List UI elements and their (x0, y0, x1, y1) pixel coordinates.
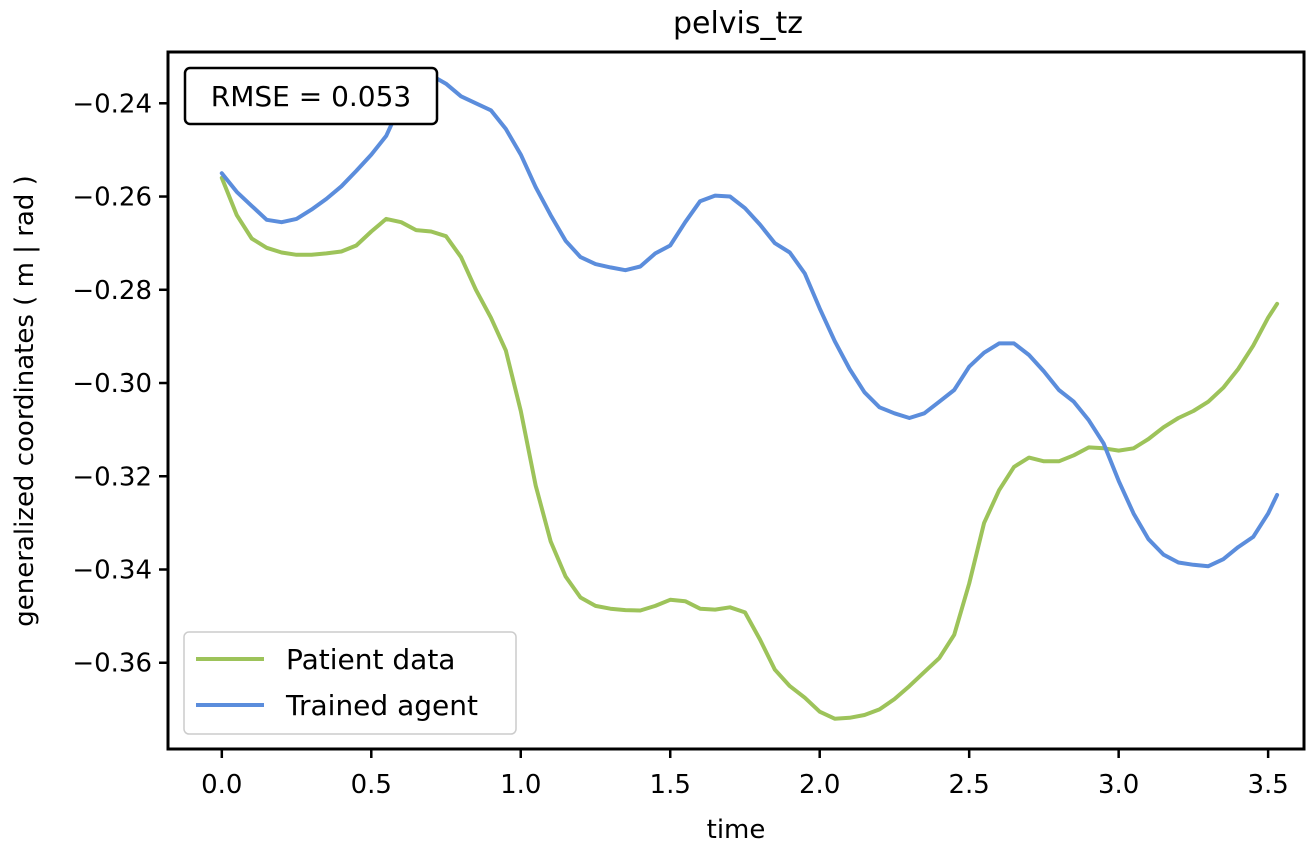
x-tick-label: 3.0 (1098, 770, 1139, 800)
legend-frame (183, 631, 517, 735)
x-tick-label: 1.5 (650, 770, 691, 800)
x-axis-ticks: 0.0 0.5 1.0 1.5 2.0 2.5 3.0 3.5 (201, 749, 1289, 800)
y-tick-label: −0.36 (72, 649, 152, 679)
annotation-box (183, 66, 439, 126)
x-tick-label: 0.5 (351, 770, 392, 800)
legend-label-patient-data: Patient data (286, 643, 455, 676)
y-tick-label: −0.32 (72, 462, 152, 492)
y-tick-label: −0.24 (72, 89, 152, 119)
chart-title: pelvis_tz (673, 6, 803, 41)
rmse-label: RMSE = 0.053 (211, 80, 412, 113)
x-tick-label: 1.0 (500, 770, 541, 800)
x-axis-label: time (707, 815, 766, 845)
x-tick-label: 0.0 (201, 770, 242, 800)
y-axis-label: generalized coordinates ( m | rad ) (10, 175, 40, 627)
legend-label-trained-agent: Trained agent (285, 689, 478, 722)
x-tick-label: 3.5 (1247, 770, 1288, 800)
x-tick-label: 2.5 (948, 770, 989, 800)
y-tick-label: −0.26 (72, 183, 152, 213)
y-tick-label: −0.34 (72, 556, 152, 586)
y-tick-label: −0.30 (72, 369, 152, 399)
rmse-annotation: RMSE = 0.053 (183, 66, 439, 126)
series-layer (219, 73, 1280, 721)
y-tick-label: −0.28 (72, 276, 152, 306)
x-tick-label: 2.0 (799, 770, 840, 800)
legend: Patient data Trained agent (183, 631, 517, 735)
plot-frame (166, 50, 1306, 751)
y-axis-ticks: −0.24 −0.26 −0.28 −0.30 −0.32 −0.34 −0.36 (72, 89, 168, 679)
series-line-trained-agent (219, 73, 1280, 569)
